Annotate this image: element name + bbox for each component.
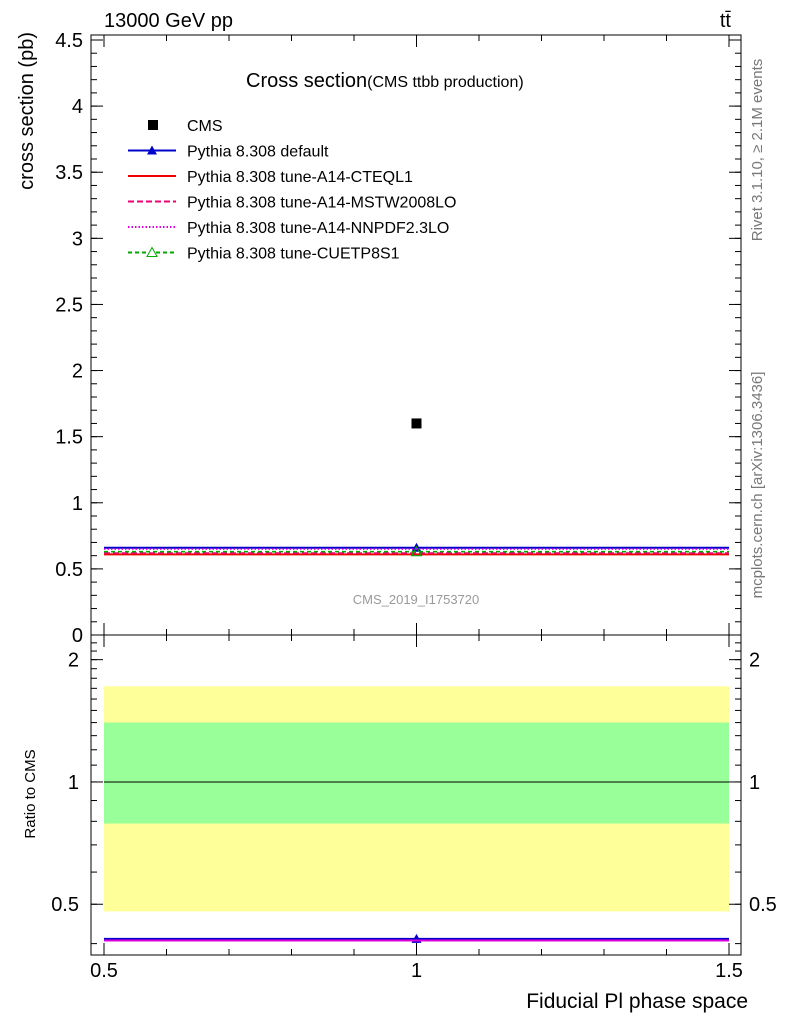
ratio-x-ticks: 0.5 1 1.5 <box>90 635 743 982</box>
main-panel: 0 0.5 1 1.5 2 2.5 3 3.5 4 4.5 Cross section(CMS t… <box>16 30 742 647</box>
x-tick-label: 0.5 <box>90 960 118 982</box>
legend-marker-cms <box>148 120 158 130</box>
ratio-y-tick-label-right: 2 <box>749 650 760 672</box>
ratio-panel: 0.5 0.5 1 1 2 2 0.5 1 1.5 Ratio to CMS Fiducial… <box>22 634 777 1013</box>
legend-label: Pythia 8.308 tune-A14-CTEQL1 <box>187 169 413 186</box>
main-y-tick-label: 4 <box>72 96 83 118</box>
main-y-tick-label: 1.5 <box>55 427 83 449</box>
legend-label: Pythia 8.308 tune-CUETP8S1 <box>187 246 400 263</box>
legend-label: Pythia 8.308 default <box>187 144 329 161</box>
main-y-tick-label: 1 <box>72 493 83 515</box>
x-tick-label: 1 <box>411 960 422 982</box>
legend-label: Pythia 8.308 tune-A14-NNPDF2.3LO <box>187 220 449 237</box>
energy-label: 13000 GeV pp <box>104 10 233 32</box>
ratio-y-tick-label-right: 1 <box>749 772 760 794</box>
ratio-y-tick-label-right: 0.5 <box>749 894 777 916</box>
analysis-label: CMS_2019_I1753720 <box>353 592 480 607</box>
source-label: mcplots.cern.ch [arXiv:1306.3436] <box>749 372 766 599</box>
main-data-points <box>411 418 422 429</box>
x-axis-label: Fiducial Pl phase space <box>526 990 748 1013</box>
main-series-lines <box>104 542 729 557</box>
main-y-tick-label: 3.5 <box>55 162 83 184</box>
ratio-bands <box>104 686 729 912</box>
ratio-y-tick-label: 0.5 <box>51 894 79 916</box>
ratio-band-green <box>104 722 729 824</box>
legend: CMS Pythia 8.308 default Pythia 8.308 tune… <box>128 118 456 263</box>
main-y-tick-label: 3 <box>72 228 83 250</box>
legend-marker <box>147 145 157 155</box>
cms-data-point <box>411 418 422 429</box>
legend-marker <box>146 246 158 257</box>
main-y-axis-label: cross section (pb) <box>16 32 38 190</box>
legend-label: CMS <box>187 118 223 135</box>
main-series-marker <box>410 545 423 557</box>
rivet-label: Rivet 3.1.10, ≥ 2.1M events <box>749 59 766 242</box>
process-label: tt̄ <box>720 10 732 32</box>
ratio-y-axis-label: Ratio to CMS <box>22 749 39 838</box>
main-y-tick-label: 4.5 <box>55 30 83 52</box>
ratio-y-ticks: 0.5 0.5 1 1 2 2 <box>51 642 777 945</box>
main-title-text: Cross section <box>246 70 367 92</box>
main-subtitle-text: (CMS ttbb production) <box>367 74 524 91</box>
main-y-ticks: 0 0.5 1 1.5 2 2.5 3 3.5 4 4.5 <box>55 30 741 647</box>
ratio-y-tick-label: 2 <box>68 650 79 672</box>
main-x-ticks <box>103 35 730 635</box>
x-tick-label: 1.5 <box>715 960 743 982</box>
main-y-tick-label: 0.5 <box>55 559 83 581</box>
ratio-series-lines <box>104 933 729 943</box>
main-title: Cross section(CMS ttbb production) <box>246 70 524 92</box>
main-y-tick-label: 0 <box>72 625 83 647</box>
main-y-tick-label: 2 <box>72 361 83 383</box>
legend-label: Pythia 8.308 tune-A14-MSTW2008LO <box>187 195 456 212</box>
ratio-y-tick-label: 1 <box>68 772 79 794</box>
main-y-tick-label: 2.5 <box>55 294 83 316</box>
